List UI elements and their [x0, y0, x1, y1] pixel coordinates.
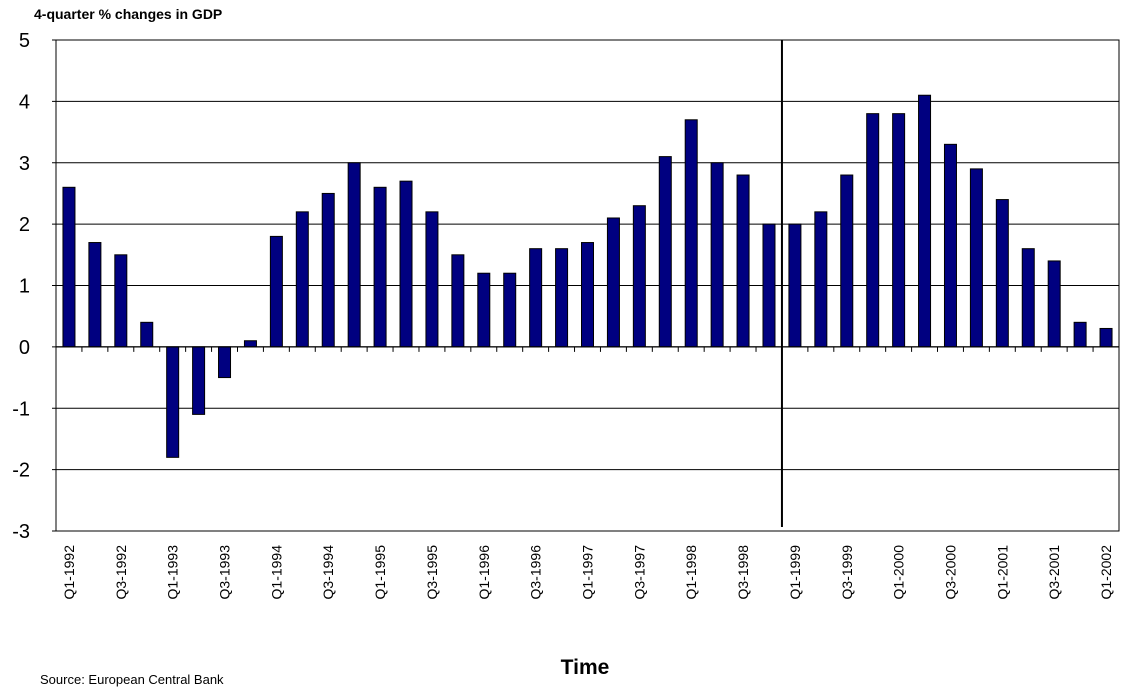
x-tick-label: Q1-1995 — [372, 545, 388, 600]
y-tick-label: 1 — [19, 276, 30, 298]
bars — [62, 94, 1113, 458]
y-tick-labels: 5 4 3 2 1 0 -1 -2 -3 — [12, 30, 30, 543]
bar — [269, 235, 283, 348]
bar — [192, 346, 206, 415]
x-tick-label: Q1-2001 — [994, 545, 1010, 600]
bar — [1073, 321, 1087, 348]
y-tick-label: -1 — [12, 398, 30, 420]
bar — [1047, 260, 1061, 348]
bar — [762, 223, 776, 348]
bar — [658, 156, 672, 348]
bar — [710, 162, 724, 348]
bar — [321, 192, 335, 348]
bar — [295, 211, 309, 348]
source-note: Source: European Central Bank — [40, 672, 224, 687]
bar — [243, 340, 257, 348]
x-tick-label: Q1-1992 — [61, 545, 77, 600]
x-tick-label: Q1-1998 — [683, 545, 699, 600]
x-tick-label: Q1-1996 — [476, 545, 492, 600]
x-tick-label: Q1-1999 — [787, 545, 803, 600]
bar — [736, 174, 750, 348]
bar — [62, 186, 76, 348]
x-tick-label: Q1-1997 — [580, 545, 596, 600]
y-tick-label: 3 — [19, 153, 30, 175]
bar — [840, 174, 854, 348]
x-tick-label: Q1-1994 — [268, 545, 284, 600]
y-tick-label: 4 — [19, 91, 30, 113]
bar — [1099, 327, 1113, 348]
bar — [892, 113, 906, 348]
bar — [166, 346, 180, 458]
bar — [88, 242, 102, 348]
bar — [399, 180, 413, 348]
bar — [814, 211, 828, 348]
bar — [140, 321, 154, 348]
bar — [1021, 248, 1035, 348]
y-axis-title: 4-quarter % changes in GDP — [34, 6, 222, 22]
bar — [995, 199, 1009, 348]
x-tick-label: Q1-1993 — [165, 545, 181, 600]
bar — [477, 272, 491, 348]
x-tick-label: Q1-2000 — [891, 545, 907, 600]
bar — [114, 254, 128, 348]
x-tick-label: Q3-2001 — [1046, 545, 1062, 600]
bar — [788, 223, 802, 348]
x-tick-label: Q1-2002 — [1098, 545, 1114, 600]
bar — [866, 113, 880, 348]
bar — [632, 205, 646, 348]
x-tick-label: Q3-1992 — [113, 545, 129, 600]
x-tick-label: Q3-1999 — [839, 545, 855, 600]
x-tick-labels: Q1-1992 Q3-1992 Q1-1993 Q3-1993 Q1-1994 Q3-19… — [61, 545, 1114, 600]
bar — [969, 168, 983, 348]
y-tick-label: 5 — [19, 30, 30, 52]
bar — [684, 119, 698, 348]
y-tick-label: -2 — [12, 460, 30, 482]
x-tick-label: Q3-1994 — [320, 545, 336, 600]
bar — [347, 162, 361, 348]
x-tick-label: Q3-1995 — [424, 545, 440, 600]
bar — [373, 186, 387, 348]
bar — [425, 211, 439, 348]
x-tick-label: Q3-2000 — [942, 545, 958, 600]
x-tick-label: Q3-1998 — [735, 545, 751, 600]
bar — [503, 272, 517, 348]
bar — [918, 94, 932, 348]
bar — [555, 248, 569, 348]
x-tick-label: Q3-1996 — [528, 545, 544, 600]
axes — [52, 39, 1120, 532]
y-tick-label: 2 — [19, 214, 30, 236]
bar — [943, 143, 957, 348]
bar — [529, 248, 543, 348]
y-tick-label: -3 — [12, 521, 30, 543]
x-axis-title: Time — [561, 656, 610, 679]
x-tick-label: Q3-1993 — [217, 545, 233, 600]
bar — [581, 242, 594, 348]
bar — [451, 254, 465, 348]
y-tick-label: 0 — [19, 337, 30, 359]
bar — [606, 217, 620, 348]
bar — [218, 346, 232, 379]
x-tick-label: Q3-1997 — [631, 545, 647, 600]
